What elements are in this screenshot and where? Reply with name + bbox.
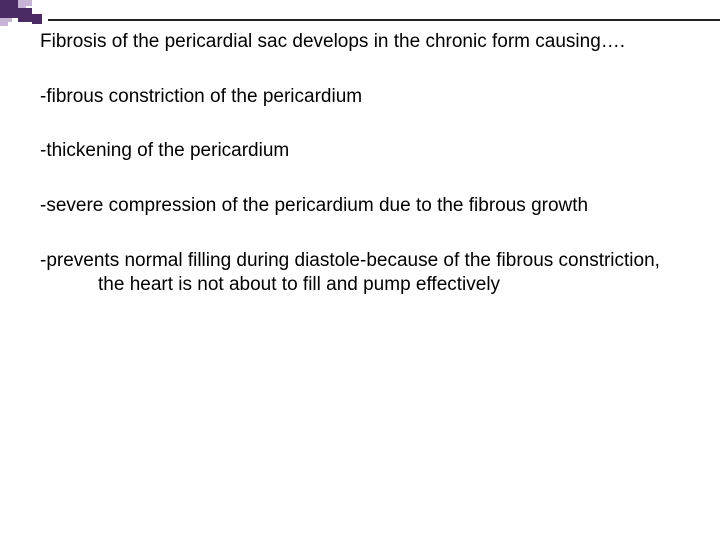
point-2: -thickening of the pericardium — [40, 139, 690, 164]
horizontal-rule — [48, 19, 720, 21]
point-1: -fibrous constriction of the pericardium — [40, 85, 690, 110]
intro-text: Fibrosis of the pericardial sac develops… — [40, 30, 690, 55]
slide-content: Fibrosis of the pericardial sac develops… — [40, 30, 690, 328]
point-4: -prevents normal filling during diastole… — [40, 249, 690, 298]
point-3: -severe compression of the pericardium d… — [40, 194, 690, 219]
